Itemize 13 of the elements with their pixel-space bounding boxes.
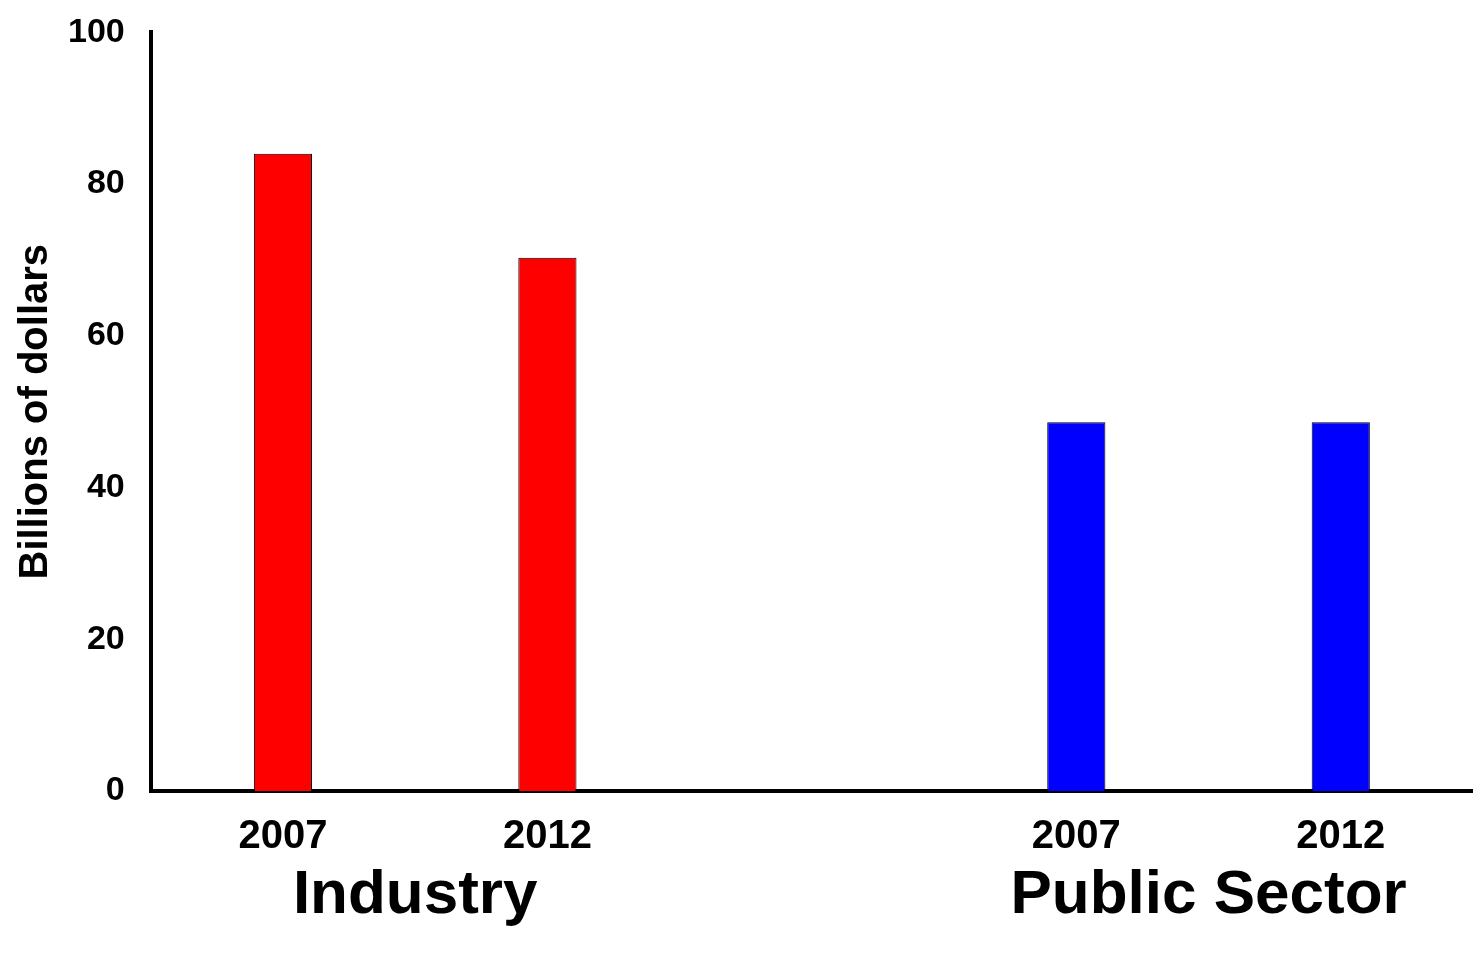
x-tick-label: 2012 <box>1296 812 1386 857</box>
y-tick-label: 40 <box>86 465 125 504</box>
y-tick-label: 60 <box>86 314 125 353</box>
x-tick-label: 2012 <box>502 812 592 857</box>
y-tick-label: 100 <box>67 10 125 49</box>
y-tick-label: 20 <box>86 617 125 656</box>
y-tick-label: 0 <box>105 769 125 808</box>
y-axis-title: Billions of dollars <box>11 243 56 580</box>
text: Public Sector <box>1010 857 1407 927</box>
text: Industry <box>292 857 538 927</box>
x-tick-label: 2007 <box>238 812 328 857</box>
y-tick-label: 80 <box>86 162 125 201</box>
x-tick-label: 2007 <box>1031 812 1121 857</box>
